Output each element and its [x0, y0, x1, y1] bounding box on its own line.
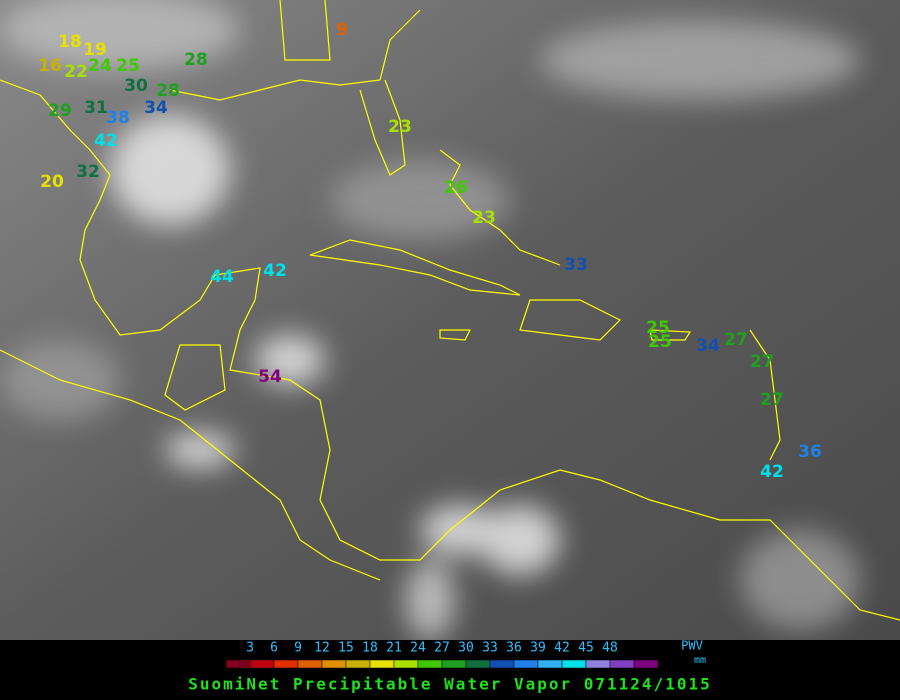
colorbar-segment: [585, 659, 611, 669]
colorbar-segment: [273, 659, 299, 669]
station-value: 25: [116, 56, 140, 76]
station-value: 27: [724, 330, 748, 350]
colorbar-tick-label: 9: [294, 641, 302, 656]
station-value: 22: [64, 62, 88, 82]
station-value: 42: [94, 131, 118, 151]
colorbar-tick-label: 36: [506, 641, 522, 656]
station-value: 20: [40, 172, 64, 192]
colorbar-segment: [561, 659, 587, 669]
clouds: [0, 0, 860, 640]
colorbar-segment: [345, 659, 371, 669]
colorbar-tick-label: 48: [602, 641, 618, 656]
station-value: 42: [760, 462, 784, 482]
coastlines: [0, 0, 900, 621]
colorbar-segment: [297, 659, 323, 669]
colorbar-tick-label: 18: [362, 641, 378, 656]
station-value: 26: [444, 178, 468, 198]
colorbar-segment: [393, 659, 419, 669]
colorbar-tick-label: 30: [458, 641, 474, 656]
colorbar-segment: [369, 659, 395, 669]
quantity-label: PWV: [681, 639, 703, 653]
station-value: 27: [750, 352, 774, 372]
station-value: 27: [760, 390, 784, 410]
station-value: 29: [48, 101, 72, 121]
station-value: 33: [564, 255, 588, 275]
station-value: 44: [210, 267, 234, 287]
colorbar-segment: [441, 659, 467, 669]
station-value: 23: [388, 117, 412, 137]
colorbar-segment: [489, 659, 515, 669]
colorbar-segment: [609, 659, 635, 669]
station-value: 34: [144, 98, 168, 118]
colorbar: 3 6 9 12 15 18 21 24 27 30 33 36 39 42 45 48: [225, 641, 659, 669]
station-value: 31: [84, 98, 108, 118]
station-value: 42: [263, 261, 287, 281]
station-value: 18: [58, 32, 82, 52]
colorbar-segment: [225, 659, 251, 669]
station-value: 28: [184, 50, 208, 70]
colorbar-tick-label: 3: [246, 641, 254, 656]
colorbar-tick-label: 27: [434, 641, 450, 656]
station-value: 9: [336, 20, 348, 40]
station-value: 34: [696, 336, 720, 356]
colorbar-segment: [465, 659, 491, 669]
colorbar-segment: [633, 659, 659, 669]
station-value: 30: [124, 76, 148, 96]
station-value: 28: [156, 81, 180, 101]
colorbar-tick-label: 24: [410, 641, 426, 656]
colorbar-tick-label: 33: [482, 641, 498, 656]
colorbar-tick-label: 39: [530, 641, 546, 656]
colorbar-tick-label: 21: [386, 641, 402, 656]
colorbar-tick-label: 42: [554, 641, 570, 656]
station-value: 54: [258, 367, 282, 387]
station-value: 24: [88, 56, 112, 76]
colorbar-tick-label: 15: [338, 641, 354, 656]
colorbar-segment: [249, 659, 275, 669]
colorbar-tick-label: 12: [314, 641, 330, 656]
station-value: 36: [798, 442, 822, 462]
station-value: 38: [106, 108, 130, 128]
colorbar-segment: [321, 659, 347, 669]
legend-strip: [0, 640, 900, 700]
station-value: 32: [76, 162, 100, 182]
colorbar-segment: [537, 659, 563, 669]
colorbar-segment: [513, 659, 539, 669]
station-value: 25: [648, 332, 672, 352]
title: SuomiNet Precipitable Water Vapor 071124…: [188, 675, 711, 694]
station-value: 23: [472, 208, 496, 228]
station-value: 19: [83, 40, 107, 60]
colorbar-segment: [417, 659, 443, 669]
station-value: 16: [38, 56, 62, 76]
station-value: 25: [646, 318, 670, 338]
unit-label: mm: [694, 655, 706, 666]
colorbar-tick-label: 6: [270, 641, 278, 656]
colorbar-tick-label: 45: [578, 641, 594, 656]
